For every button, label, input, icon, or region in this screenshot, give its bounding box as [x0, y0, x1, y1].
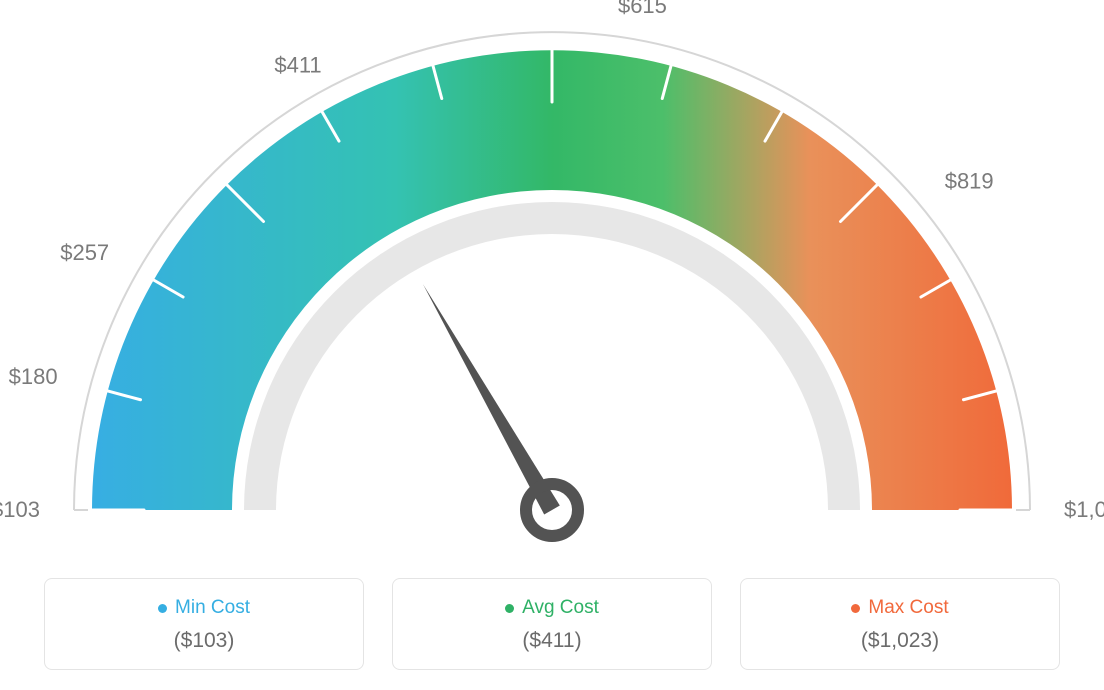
legend-row: Min Cost ($103) Avg Cost ($411) Max Cost…	[0, 578, 1104, 670]
max-cost-label: Max Cost	[868, 597, 948, 619]
max-cost-value: ($1,023)	[751, 629, 1049, 653]
avg-cost-title: Avg Cost	[505, 597, 599, 619]
min-cost-title: Min Cost	[158, 597, 250, 619]
max-dot-icon	[851, 604, 860, 613]
avg-cost-value: ($411)	[403, 629, 701, 653]
avg-cost-label: Avg Cost	[522, 597, 599, 619]
min-cost-card: Min Cost ($103)	[44, 578, 364, 670]
svg-text:$1,023: $1,023	[1064, 497, 1104, 522]
svg-text:$180: $180	[9, 364, 58, 389]
gauge-svg: $103 $180 $257 $411 $615 $819 $1,023	[0, 0, 1104, 560]
avg-cost-card: Avg Cost ($411)	[392, 578, 712, 670]
svg-text:$257: $257	[60, 240, 109, 265]
svg-text:$411: $411	[274, 52, 321, 77]
min-dot-icon	[158, 604, 167, 613]
max-cost-title: Max Cost	[851, 597, 948, 619]
min-cost-label: Min Cost	[175, 597, 250, 619]
min-cost-value: ($103)	[55, 629, 353, 653]
svg-text:$103: $103	[0, 497, 40, 522]
svg-text:$819: $819	[945, 168, 994, 193]
max-cost-card: Max Cost ($1,023)	[740, 578, 1060, 670]
avg-dot-icon	[505, 604, 514, 613]
cost-gauge: $103 $180 $257 $411 $615 $819 $1,023	[0, 0, 1104, 560]
svg-text:$615: $615	[618, 0, 667, 18]
